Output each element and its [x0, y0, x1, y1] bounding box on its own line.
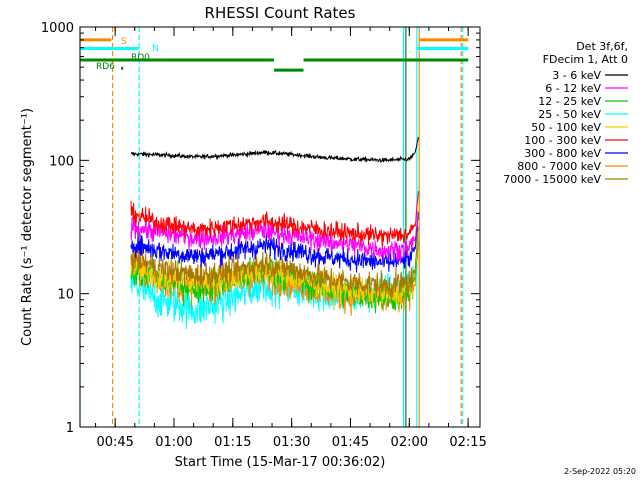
flag-label: S [121, 37, 127, 47]
x-tick-label: 01:30 [273, 435, 310, 450]
flag-label: RD6 [96, 62, 115, 72]
legend-label: 50 - 100 keV [531, 121, 601, 134]
x-tick-label: 00:45 [96, 435, 133, 450]
timestamp-footer: 2-Sep-2022 05:20 [564, 467, 636, 476]
y-tick-label: 1 [66, 421, 74, 436]
legend-label: 100 - 300 keV [524, 134, 601, 147]
series-line [130, 212, 419, 273]
chart-title: RHESSI Count Rates [205, 4, 356, 22]
legend-label: 3 - 6 keV [552, 69, 601, 82]
y-axis-ticks: 1 10 100 1000 [41, 21, 480, 436]
series-line [130, 227, 419, 299]
series-line [130, 210, 419, 264]
x-tick-label: 01:00 [155, 435, 192, 450]
legend-label: 12 - 25 keV [538, 95, 601, 108]
y-axis-label: Count Rate (s⁻¹ detector segment⁻¹) [20, 108, 35, 346]
legend-label: 800 - 7000 keV [517, 160, 601, 173]
legend-label: 300 - 800 keV [524, 147, 601, 160]
flag-label: N [152, 44, 159, 54]
legend-label: 25 - 50 keV [538, 108, 601, 121]
flag-label: RD0 [131, 53, 150, 63]
legend-label: 7000 - 15000 keV [503, 173, 601, 186]
legend-title-line: FDecim 1, Att 0 [543, 53, 628, 66]
x-tick-label: 01:45 [332, 435, 369, 450]
x-tick-label: 02:00 [391, 435, 428, 450]
series-line [130, 191, 419, 247]
series-line [130, 137, 419, 164]
legend-label: 6 - 12 keV [545, 82, 601, 95]
x-axis-label: Start Time (15-Mar-17 00:36:02) [175, 455, 386, 470]
x-tick-label: 02:15 [449, 435, 486, 450]
x-tick-label: 01:15 [214, 435, 251, 450]
y-tick-label: 100 [49, 154, 74, 169]
x-axis-ticks: 00:45 01:00 01:15 01:30 01:45 02:00 02:15 [95, 27, 487, 450]
y-tick-label: 10 [57, 288, 74, 303]
legend-title-line: Det 3f,6f, [576, 40, 628, 53]
axes-frame [79, 26, 481, 428]
y-tick-label: 1000 [41, 21, 74, 36]
